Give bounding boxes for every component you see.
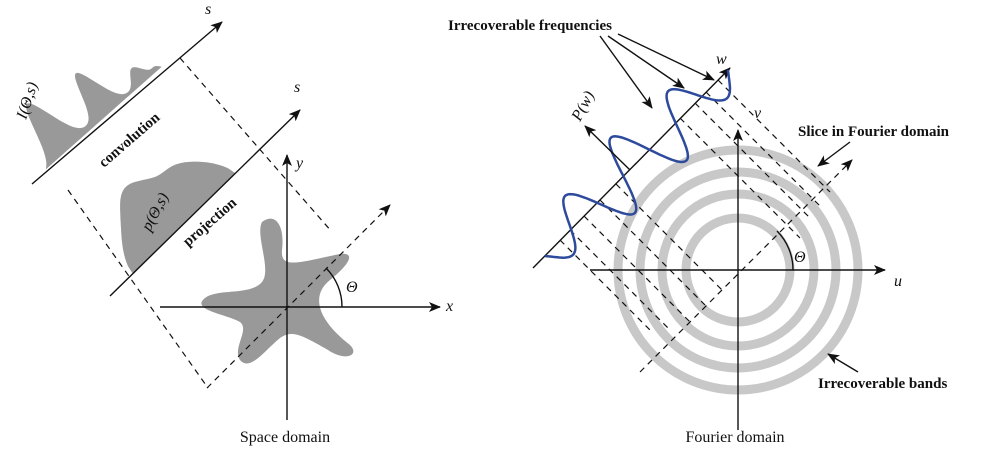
dashed-line bbox=[179, 57, 333, 233]
s-axis bbox=[31, 21, 223, 185]
label: Irrecoverable bands bbox=[818, 376, 947, 392]
angle-arc bbox=[776, 230, 794, 271]
pointer bbox=[617, 33, 715, 81]
slice-line bbox=[639, 159, 853, 373]
convolution-profile bbox=[26, 66, 162, 170]
caption: Fourier domain bbox=[685, 429, 784, 446]
pointer bbox=[599, 35, 653, 109]
dashed-line bbox=[569, 229, 669, 329]
fourier-panel: Irrecoverable frequencies w P(w) v Slice… bbox=[448, 18, 950, 446]
s-axis bbox=[109, 109, 301, 297]
label: P(w) bbox=[568, 88, 598, 124]
w-axis bbox=[532, 67, 731, 269]
label: y bbox=[294, 155, 304, 172]
pointer bbox=[817, 141, 851, 167]
label: Irrecoverable frequencies bbox=[448, 18, 612, 34]
pointer bbox=[607, 35, 685, 89]
space-panel: s s I(Θ,s) convolution p(Θ,s) projection… bbox=[13, 1, 453, 446]
label: w bbox=[716, 51, 727, 68]
label: convolution bbox=[96, 109, 164, 171]
label: s bbox=[294, 79, 300, 96]
dashed-line bbox=[67, 189, 209, 389]
dashed-lines bbox=[559, 79, 831, 331]
caption: Space domain bbox=[240, 429, 330, 446]
object-shape bbox=[201, 218, 354, 364]
wave bbox=[544, 69, 732, 259]
dashed-line bbox=[599, 199, 706, 306]
angle-arc bbox=[325, 267, 343, 308]
pw-arrow bbox=[584, 125, 631, 171]
dashed-line bbox=[705, 91, 823, 209]
dashed-line bbox=[583, 215, 691, 323]
dashed-line bbox=[694, 102, 811, 219]
label: v bbox=[754, 105, 762, 122]
label: Θ bbox=[346, 279, 358, 296]
label: Slice in Fourier domain bbox=[798, 124, 950, 140]
dashed-line bbox=[717, 79, 831, 193]
label: x bbox=[445, 298, 453, 315]
label: u bbox=[894, 273, 902, 290]
label: Θ bbox=[794, 249, 806, 266]
pointer bbox=[827, 353, 859, 373]
label: s bbox=[205, 1, 211, 18]
projection-profile bbox=[120, 161, 236, 274]
